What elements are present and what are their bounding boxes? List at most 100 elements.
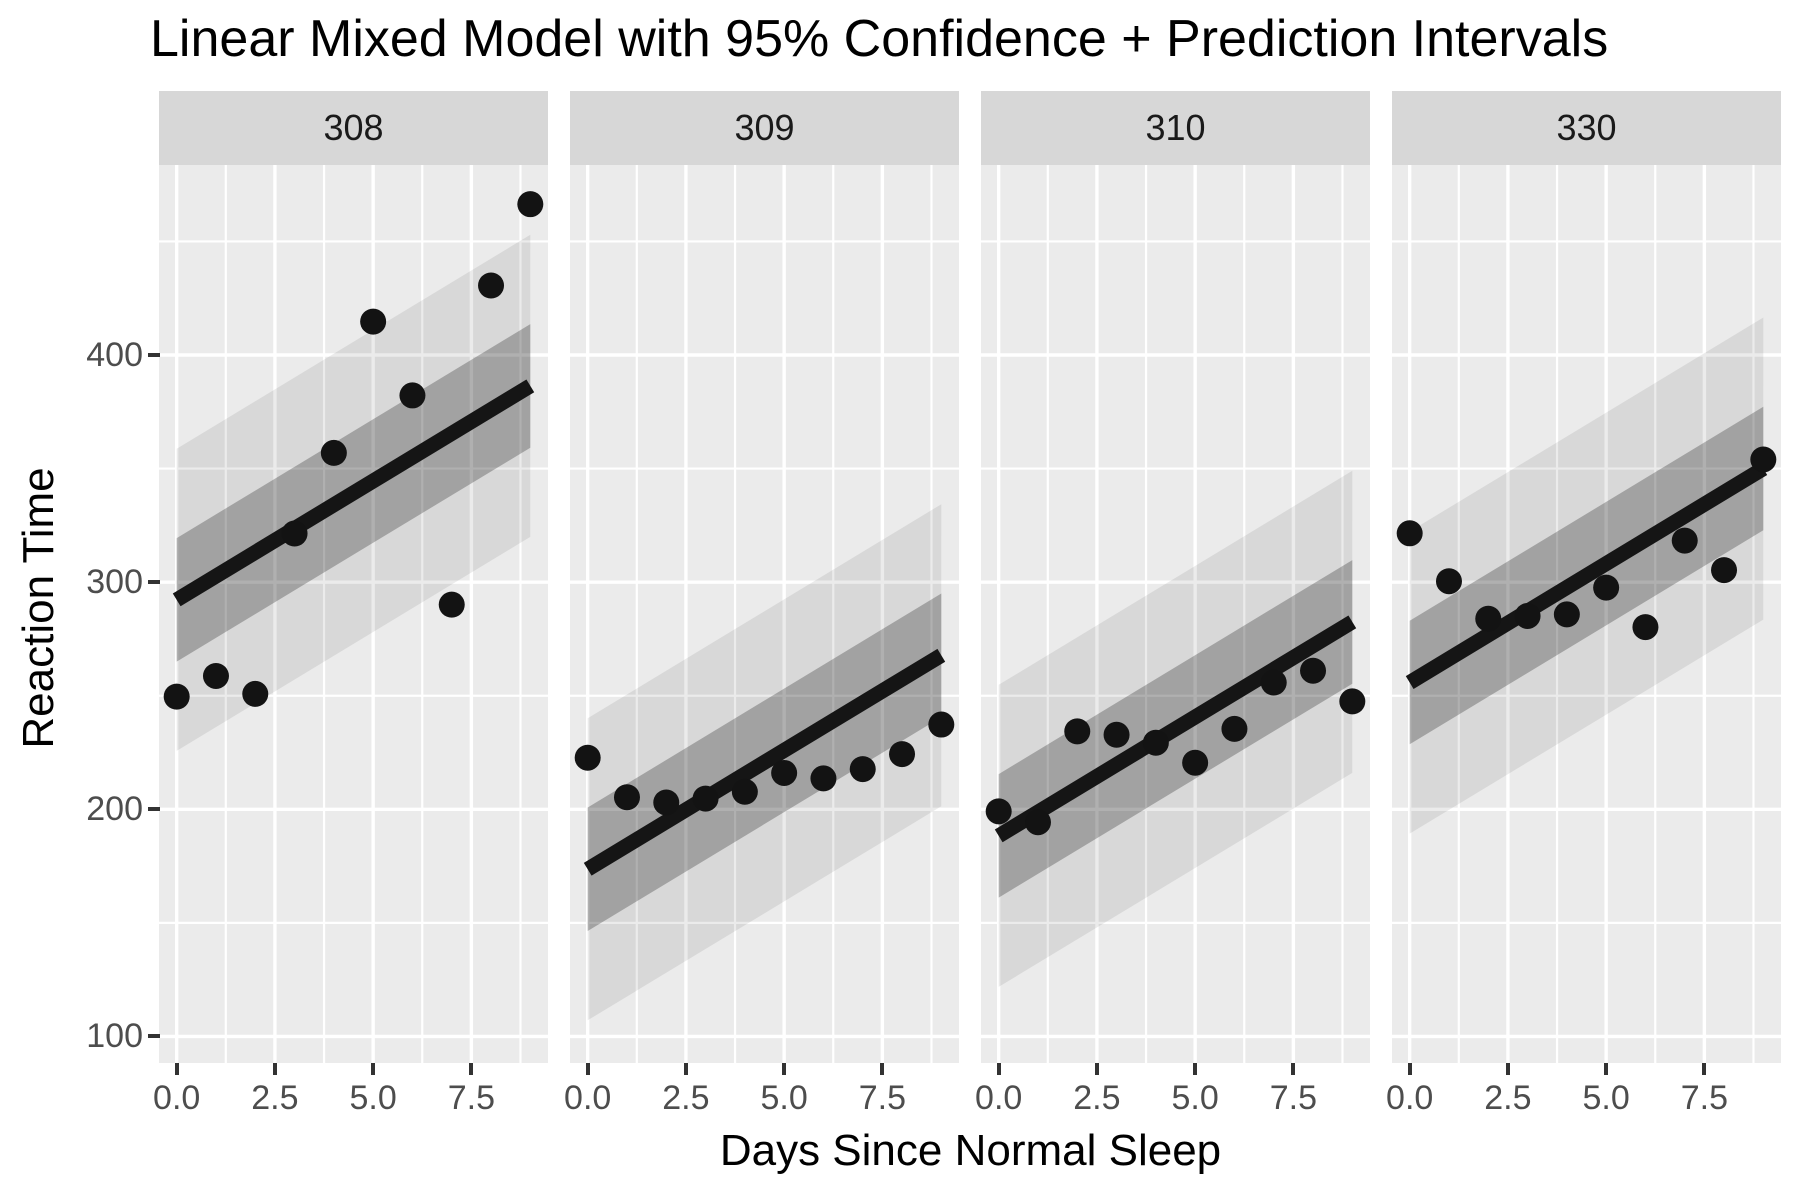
facet-panel-310: [981, 165, 1370, 1063]
data-point: [1671, 527, 1698, 554]
x-tick-label-2.5: 2.5: [662, 1079, 710, 1117]
data-point: [1396, 520, 1423, 547]
data-point: [360, 308, 387, 335]
x-tick-mark: [585, 1063, 590, 1075]
x-tick-mark: [1094, 1063, 1099, 1075]
facet-panel-309: [570, 165, 959, 1063]
data-point: [1103, 721, 1130, 748]
y-tick-label-300: 300: [86, 563, 143, 602]
y-axis-title: Reaction Time: [14, 467, 63, 749]
facet-panel-330: [1392, 165, 1781, 1063]
data-point: [1711, 557, 1738, 584]
x-tick-label-5.0: 5.0: [1171, 1079, 1219, 1117]
fitted-line: [583, 648, 946, 876]
fitted-line: [172, 379, 535, 607]
data-point: [613, 784, 640, 811]
y-tick-mark: [148, 353, 160, 357]
fitted-line: [994, 615, 1357, 843]
x-tick-label-0.0: 0.0: [1386, 1079, 1434, 1117]
facet-strip-label: 310: [1145, 107, 1206, 148]
data-point: [242, 680, 269, 707]
facet-panel-308: [159, 165, 548, 1063]
data-point: [438, 591, 465, 618]
x-tick-label-2.5: 2.5: [251, 1079, 299, 1117]
data-point: [985, 798, 1012, 825]
data-point: [1182, 749, 1209, 776]
y-tick-label-100: 100: [86, 1017, 143, 1056]
data-point: [771, 759, 798, 786]
panel-background: [159, 165, 548, 1063]
x-tick-mark: [272, 1063, 277, 1075]
panel-background: [570, 165, 959, 1063]
data-point: [1260, 669, 1287, 696]
x-tick-mark: [782, 1063, 787, 1075]
facet-strip-label: 330: [1556, 107, 1617, 148]
y-tick-label-200: 200: [86, 790, 143, 829]
x-tick-mark: [996, 1063, 1001, 1075]
y-tick-mark: [148, 1034, 160, 1039]
x-tick-label-0.0: 0.0: [975, 1079, 1023, 1117]
x-tick-mark: [1505, 1063, 1510, 1075]
x-tick-mark: [880, 1063, 885, 1075]
y-tick-mark: [148, 807, 160, 812]
x-tick-label-2.5: 2.5: [1484, 1079, 1532, 1117]
x-tick-label-2.5: 2.5: [1073, 1079, 1121, 1117]
x-tick-label-0.0: 0.0: [564, 1079, 612, 1117]
x-tick-label-0.0: 0.0: [153, 1079, 201, 1117]
x-tick-label-7.5: 7.5: [1269, 1079, 1317, 1117]
data-point: [1632, 614, 1659, 641]
data-point: [1514, 602, 1541, 629]
y-tick-mark: [148, 580, 160, 585]
data-point: [1221, 715, 1248, 742]
data-point: [517, 191, 544, 218]
data-point: [281, 520, 308, 547]
x-tick-label-5.0: 5.0: [1582, 1079, 1630, 1117]
chart-title: Linear Mixed Model with 95% Confidence +…: [150, 10, 1609, 68]
x-tick-mark: [1407, 1063, 1412, 1075]
y-tick-label-400: 400: [86, 336, 143, 374]
facet-strip-308: 308: [159, 91, 548, 165]
x-tick-mark: [1702, 1063, 1707, 1075]
data-point: [320, 439, 347, 466]
data-point: [1024, 809, 1051, 836]
x-tick-label-7.5: 7.5: [1680, 1079, 1728, 1117]
panel-background: [1392, 165, 1781, 1063]
data-point: [574, 744, 601, 771]
data-point: [478, 272, 505, 299]
data-point: [399, 382, 426, 409]
data-point: [1553, 601, 1580, 628]
x-tick-mark: [371, 1063, 376, 1075]
data-point: [1300, 657, 1327, 684]
x-tick-mark: [469, 1063, 474, 1075]
data-point: [1435, 568, 1462, 595]
data-point: [1593, 574, 1620, 601]
data-point: [1339, 688, 1366, 715]
data-point: [163, 683, 190, 710]
x-tick-mark: [683, 1063, 688, 1075]
panel-background: [981, 165, 1370, 1063]
x-tick-label-7.5: 7.5: [447, 1079, 495, 1117]
x-tick-label-5.0: 5.0: [760, 1079, 808, 1117]
facet-strip-309: 309: [570, 91, 959, 165]
data-point: [849, 756, 876, 783]
facet-strip-label: 308: [323, 107, 384, 148]
fitted-line: [1405, 462, 1768, 689]
data-point: [731, 778, 758, 805]
data-point: [1750, 446, 1777, 473]
data-point: [1142, 729, 1169, 756]
data-point: [928, 711, 955, 738]
data-point: [810, 765, 837, 792]
data-point: [1475, 605, 1502, 632]
facet-strip-330: 330: [1392, 91, 1781, 165]
data-point: [202, 662, 229, 689]
x-axis-title: Days Since Normal Sleep: [719, 1126, 1222, 1175]
data-point: [692, 785, 719, 812]
data-point: [889, 741, 916, 768]
facet-strip-label: 309: [734, 107, 795, 148]
x-tick-mark: [1291, 1063, 1296, 1075]
x-tick-label-7.5: 7.5: [858, 1079, 906, 1117]
x-tick-mark: [1193, 1063, 1198, 1075]
x-tick-label-5.0: 5.0: [349, 1079, 397, 1117]
facet-strip-310: 310: [981, 91, 1370, 165]
